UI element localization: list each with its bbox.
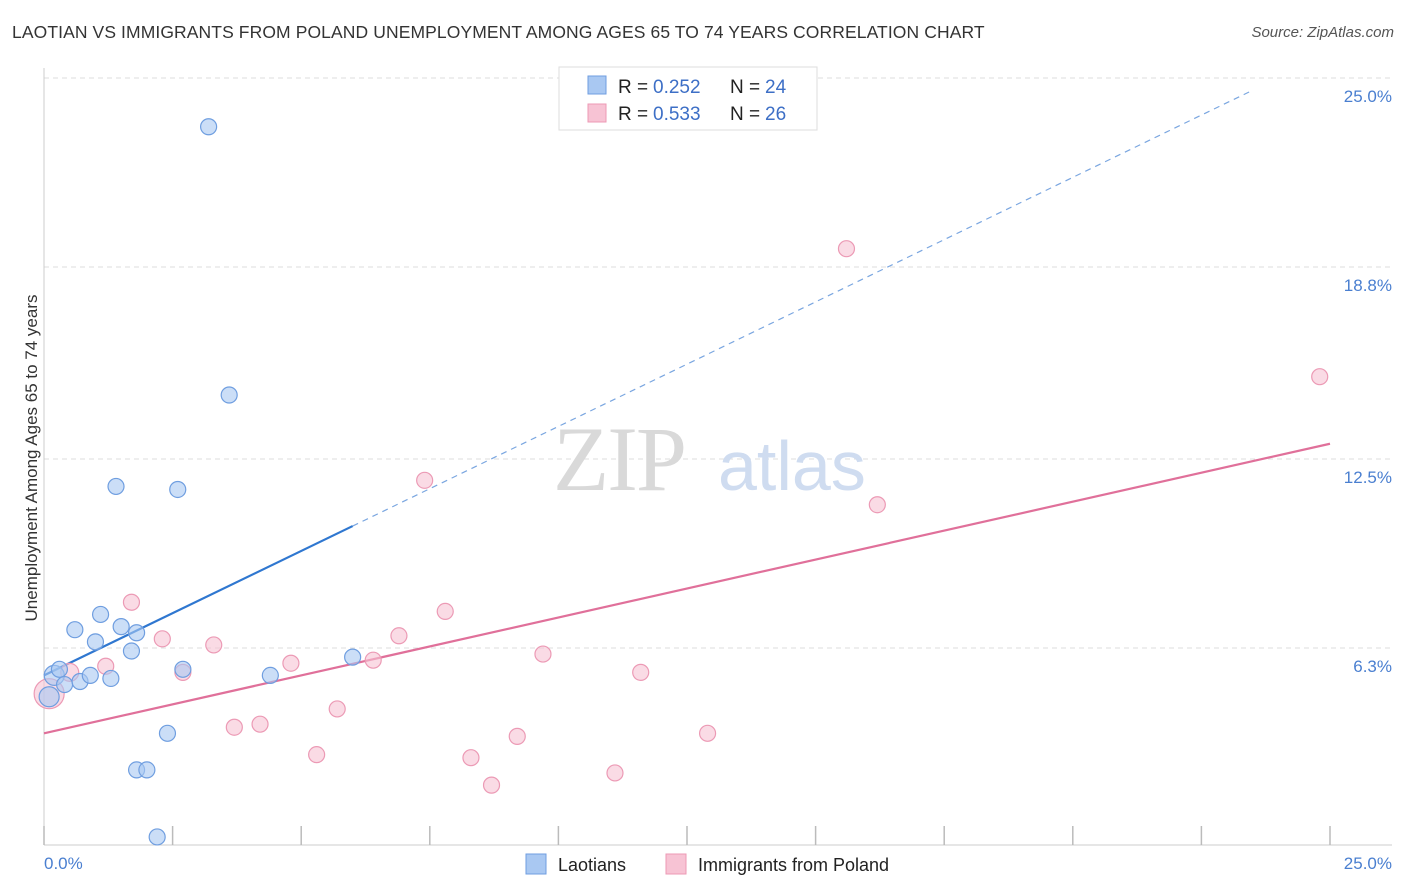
- point-laotians: [174, 660, 192, 678]
- point-poland: [534, 645, 552, 663]
- legend-r-label: R =: [618, 104, 648, 125]
- point-laotians: [158, 724, 177, 742]
- point-poland: [205, 636, 223, 654]
- point-laotians: [169, 480, 187, 499]
- point-laotians: [91, 605, 110, 624]
- y-tick-labels: 6.3% 12.5% 18.8% 25.0%: [1344, 87, 1392, 676]
- x-tick-label-max: 25.0%: [1344, 854, 1392, 873]
- legend-bottom-label-poland: Immigrants from Poland: [698, 855, 889, 875]
- point-poland: [436, 602, 454, 621]
- point-laotians: [261, 666, 279, 685]
- point-poland: [364, 651, 382, 669]
- legend-r-label: R =: [618, 77, 648, 98]
- point-laotians: [344, 648, 362, 666]
- legend-n-value-poland: 26: [765, 104, 786, 125]
- point-laotians: [122, 642, 141, 660]
- x-axis-ticks: [43, 826, 1331, 845]
- legend-top: R = 0.252 N = 24 R = 0.533 N = 26: [558, 66, 818, 131]
- point-laotians: [112, 618, 130, 636]
- point-poland: [416, 471, 434, 489]
- trend-line-laotians-extrapolated: [352, 89, 1254, 527]
- point-poland: [1311, 368, 1329, 386]
- point-poland: [328, 700, 346, 718]
- point-laotians: [86, 633, 105, 651]
- point-poland: [225, 718, 243, 736]
- y-axis-title: Unemployment Among Ages 65 to 74 years: [22, 295, 41, 622]
- chart-title: LAOTIAN VS IMMIGRANTS FROM POLAND UNEMPL…: [12, 22, 985, 42]
- data-points: [33, 118, 1329, 846]
- y-tick-label: 12.5%: [1344, 468, 1392, 487]
- watermark-zip: ZIP: [553, 408, 685, 510]
- trend-lines: [43, 89, 1331, 735]
- legend-bottom: Laotians Immigrants from Poland: [525, 853, 889, 875]
- x-tick-label-min: 0.0%: [44, 854, 83, 873]
- point-laotians: [102, 669, 120, 688]
- point-laotians: [138, 761, 156, 779]
- point-laotians: [200, 118, 218, 136]
- legend-r-value-laotians: 0.252: [653, 77, 701, 98]
- point-poland: [837, 240, 856, 258]
- gridlines: [44, 77, 1392, 649]
- point-laotians: [220, 386, 238, 404]
- point-laotians: [55, 675, 74, 694]
- point-poland: [153, 630, 171, 648]
- watermark: ZIP atlas: [553, 408, 866, 510]
- point-poland: [508, 727, 526, 745]
- point-poland: [282, 654, 300, 672]
- legend-n-value-laotians: 24: [765, 77, 787, 98]
- point-poland: [251, 715, 269, 733]
- y-tick-label: 6.3%: [1353, 657, 1392, 676]
- legend-swatch-poland: [587, 103, 607, 123]
- trend-line-laotians: [43, 525, 354, 677]
- legend-bottom-label-laotians: Laotians: [558, 855, 626, 875]
- trend-line-poland: [43, 442, 1331, 735]
- point-poland: [606, 764, 624, 782]
- legend-n-label: N =: [730, 77, 760, 98]
- point-laotians: [66, 621, 84, 639]
- legend-n-label: N =: [730, 104, 760, 125]
- point-laotians: [38, 686, 60, 708]
- point-poland: [482, 776, 501, 794]
- y-tick-label: 18.8%: [1344, 276, 1392, 295]
- source-label: Source: ZipAtlas.com: [1251, 24, 1394, 41]
- point-poland: [122, 593, 141, 611]
- point-poland: [868, 496, 886, 514]
- point-poland: [632, 663, 650, 681]
- legend-r-value-poland: 0.533: [653, 104, 701, 125]
- point-poland: [308, 746, 326, 764]
- y-tick-label: 25.0%: [1344, 87, 1392, 106]
- axes: [43, 68, 1392, 846]
- legend-swatch-laotians: [587, 75, 607, 95]
- watermark-atlas: atlas: [718, 427, 866, 505]
- point-poland: [698, 724, 717, 742]
- point-laotians: [81, 666, 99, 685]
- point-laotians: [148, 828, 166, 846]
- point-poland: [462, 749, 480, 767]
- point-laotians: [107, 477, 125, 496]
- legend-bottom-swatch-poland: [665, 853, 687, 875]
- legend-bottom-swatch-laotians: [525, 853, 547, 875]
- point-laotians: [127, 624, 146, 642]
- point-poland: [390, 627, 408, 645]
- point-laotians: [50, 660, 69, 678]
